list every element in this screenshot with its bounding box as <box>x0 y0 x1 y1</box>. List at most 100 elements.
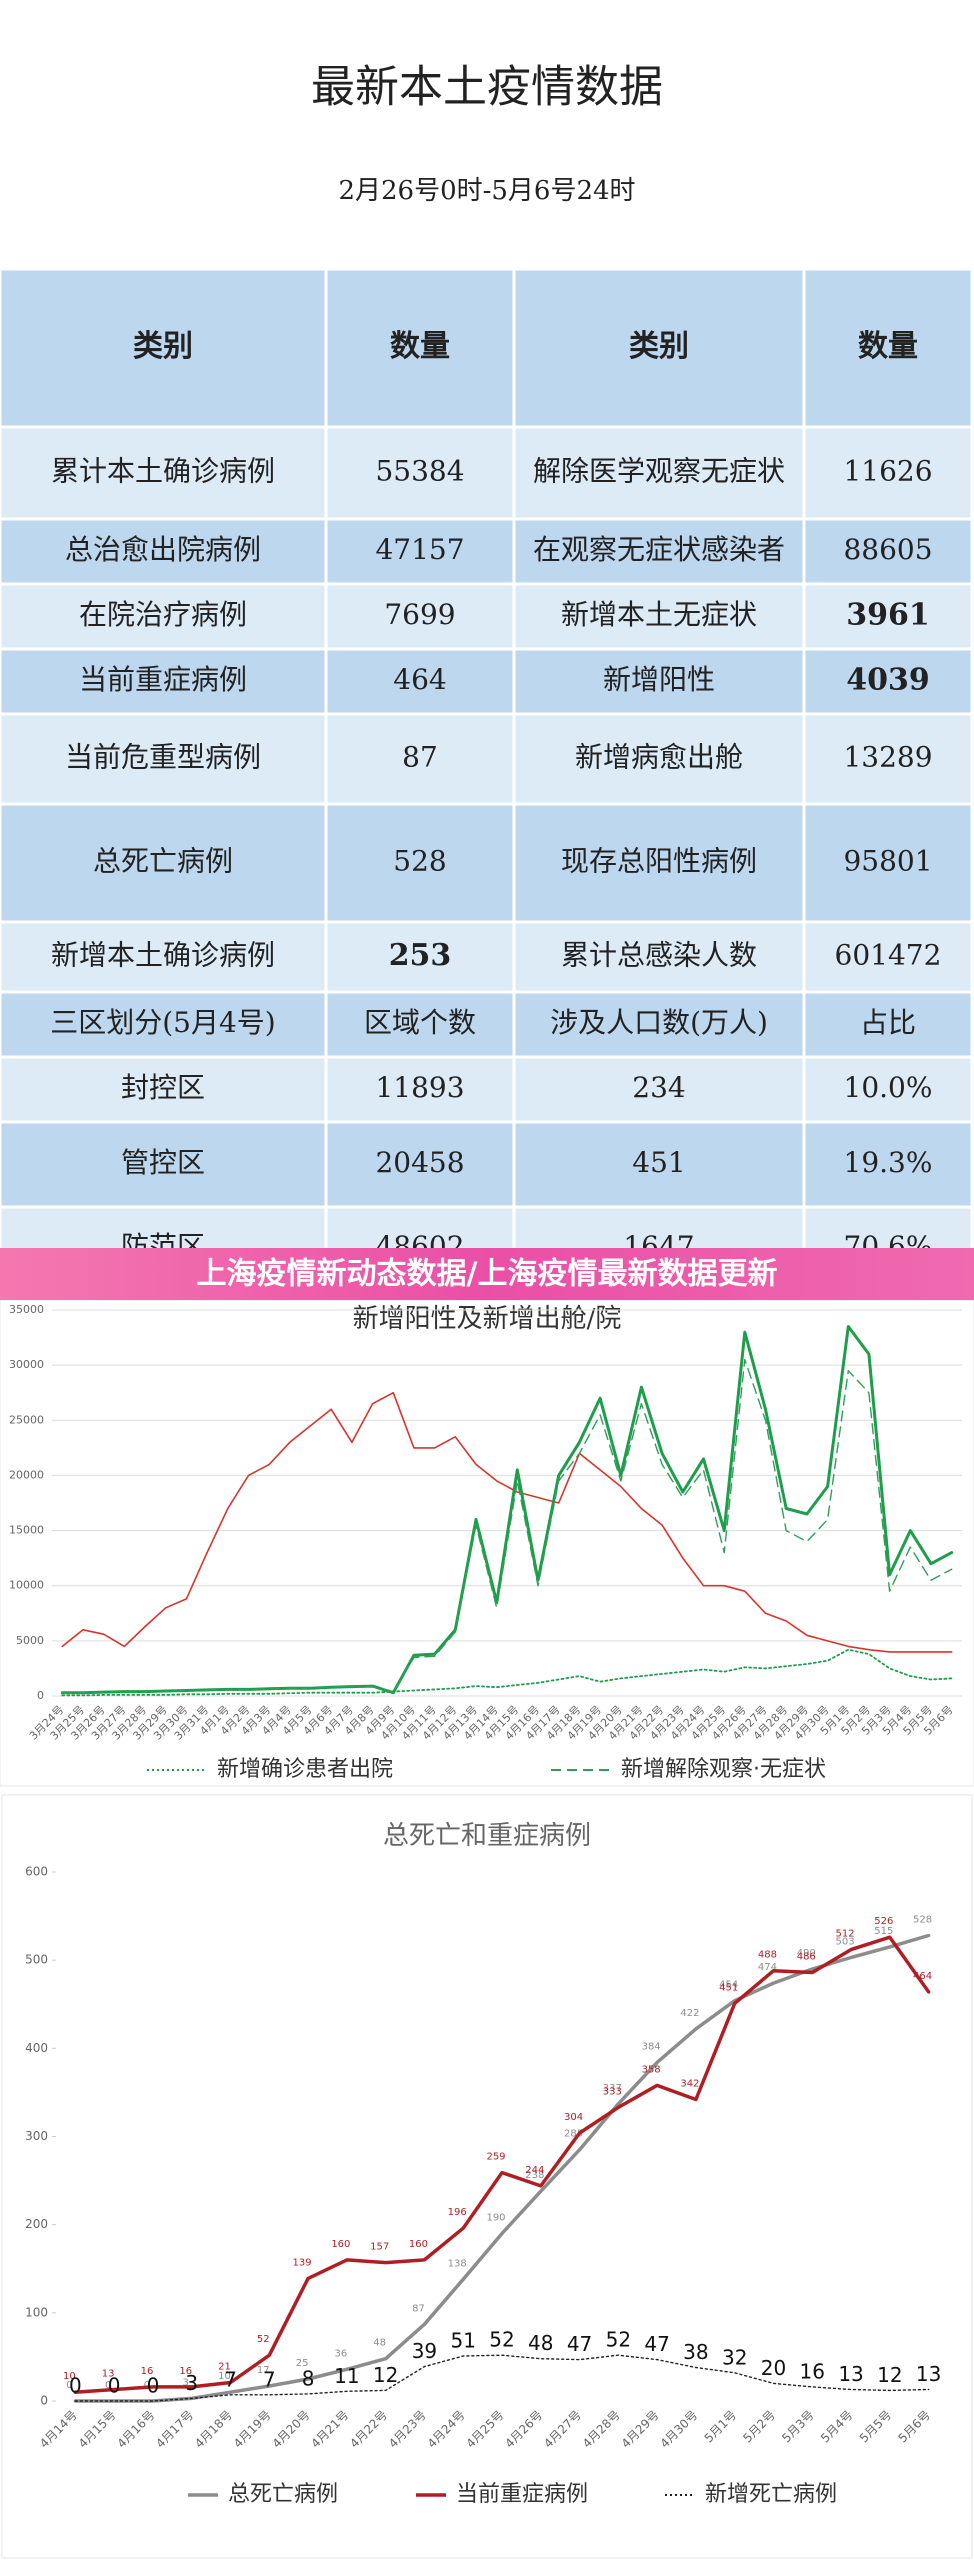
data-label: 48 <box>373 2338 386 2349</box>
table-cell-text: 87 <box>402 741 438 774</box>
table-cell <box>0 267 328 429</box>
table-cell-text: 55384 <box>375 455 464 488</box>
data-label: 0 <box>144 2380 150 2391</box>
table-cell-text: 新增病愈出舱 <box>575 741 743 774</box>
table-cell-text: 11893 <box>375 1071 464 1104</box>
table-cell-text: 451 <box>632 1146 685 1179</box>
table-cell-text: 新增阳性 <box>603 663 715 696</box>
y-tick-label: 30000 <box>9 1358 44 1371</box>
y-tick-label: 35000 <box>9 1303 44 1316</box>
table-cell <box>512 802 806 924</box>
data-label: 3 <box>185 2371 198 2395</box>
table-cell-text: 类别 <box>133 329 193 364</box>
table-cell-text: 封控区 <box>121 1071 205 1104</box>
data-label: 196 <box>448 2207 467 2218</box>
table-cell <box>324 802 516 924</box>
data-label: 528 <box>913 1914 932 1925</box>
data-label: 3 <box>183 2377 189 2388</box>
table-cell <box>802 647 974 716</box>
data-label: 304 <box>564 2112 583 2123</box>
table-cell-text: 类别 <box>629 329 689 364</box>
y-tick-label: 25000 <box>9 1413 44 1426</box>
table-cell-text: 在院治疗病例 <box>79 598 247 631</box>
y-tick-label: 15000 <box>9 1524 44 1537</box>
table-cell-text: 总死亡病例 <box>93 845 233 878</box>
table-cell-text: 占比 <box>860 1006 916 1039</box>
data-label: 8 <box>302 2366 315 2390</box>
data-label: 464 <box>913 1971 932 1982</box>
table-cell <box>802 425 974 521</box>
table-cell-text: 数量 <box>858 329 918 364</box>
chart-title: 总死亡和重症病例 <box>383 1821 591 1851</box>
table-cell-text: 3961 <box>846 598 930 633</box>
data-label: 52 <box>489 2328 514 2352</box>
data-label: 16 <box>141 2366 154 2377</box>
legend-label: 新增死亡病例 <box>705 2482 837 2507</box>
series-line <box>73 1935 931 2394</box>
series-line <box>61 1648 953 1697</box>
table-cell-text: 解除医学观察无症状 <box>533 455 785 488</box>
table-cell <box>512 425 806 521</box>
table-cell-text: 涉及人口数(万人) <box>550 1006 768 1039</box>
data-label: 515 <box>874 1926 893 1937</box>
table-cell-text: 234 <box>632 1071 685 1104</box>
table-cell-text: 总治愈出院病例 <box>65 533 261 566</box>
data-label: 238 <box>525 2170 544 2181</box>
data-label: 488 <box>758 1950 777 1961</box>
table-cell <box>512 517 806 586</box>
table-cell-text: 601472 <box>835 939 942 972</box>
table-cell-text: 464 <box>393 663 446 696</box>
page-subtitle: 2月26号0时-5月6号24时 <box>338 176 635 206</box>
series-line <box>74 2354 930 2402</box>
data-label: 20 <box>761 2356 786 2380</box>
y-tick-label: 0 <box>40 2394 48 2408</box>
data-label: 259 <box>486 2152 505 2163</box>
data-label: 503 <box>835 1937 854 1948</box>
data-label: 16 <box>179 2366 192 2377</box>
data-label: 25 <box>296 2358 309 2369</box>
table-cell-text: 累计总感染人数 <box>561 939 757 972</box>
table-cell <box>512 267 806 429</box>
data-label: 52 <box>606 2328 631 2352</box>
data-label: 285 <box>564 2129 583 2140</box>
charts: 新增阳性及新增出舱/院 0 500 0 100 0 0 15000 20000 25000 3000… <box>0 1299 974 2559</box>
data-label: 160 <box>331 2239 350 2250</box>
data-label: 12 <box>373 2363 398 2387</box>
table-cell-text: 数量 <box>390 329 450 364</box>
data-label: 0 <box>66 2380 72 2391</box>
table-cell <box>324 1120 516 1209</box>
y-tick-label: 0 <box>37 1689 44 1702</box>
data-label: 422 <box>680 2008 699 2019</box>
series-line <box>61 1391 953 1653</box>
table-cell <box>324 1055 516 1124</box>
y-tick-label: 100 <box>25 2305 48 2319</box>
table-cell <box>802 712 974 806</box>
data-label: 512 <box>835 1929 854 1940</box>
y-tick-label: 20000 <box>9 1468 44 1481</box>
data-label: 47 <box>567 2332 592 2356</box>
chart-frame <box>0 1299 974 1787</box>
series-line <box>61 1358 953 1694</box>
data-label: 490 <box>797 1948 816 1959</box>
data-label: 51 <box>450 2329 475 2353</box>
y-tick-label: 200 <box>25 2217 48 2231</box>
data-label: 342 <box>680 2078 699 2089</box>
data-label: 451 <box>719 1982 738 1993</box>
chart-title: 新增阳性及新增出舱/院 <box>353 1304 622 1334</box>
data-label: 138 <box>448 2258 467 2269</box>
table-cell-text: 累计本土确诊病例 <box>51 455 275 488</box>
table-cell-text: 新增本土无症状 <box>561 598 757 631</box>
table-cell-text: 10.0% <box>844 1071 933 1104</box>
data-label: 244 <box>525 2165 544 2176</box>
y-tick-label: 500 <box>25 1953 48 1967</box>
table-cell <box>324 425 516 521</box>
table-cell-text: 三区划分(5月4号) <box>50 1006 275 1039</box>
table-cell <box>802 990 974 1059</box>
data-label: 10 <box>63 2371 76 2382</box>
data-label: 17 <box>257 2365 270 2376</box>
data-label: 7 <box>263 2367 276 2391</box>
banner-text: 上海疫情新动态数据/上海疫情最新数据更新 <box>197 1257 778 1292</box>
data-label: 39 <box>412 2339 437 2363</box>
table-cell-text: 7699 <box>384 598 455 631</box>
